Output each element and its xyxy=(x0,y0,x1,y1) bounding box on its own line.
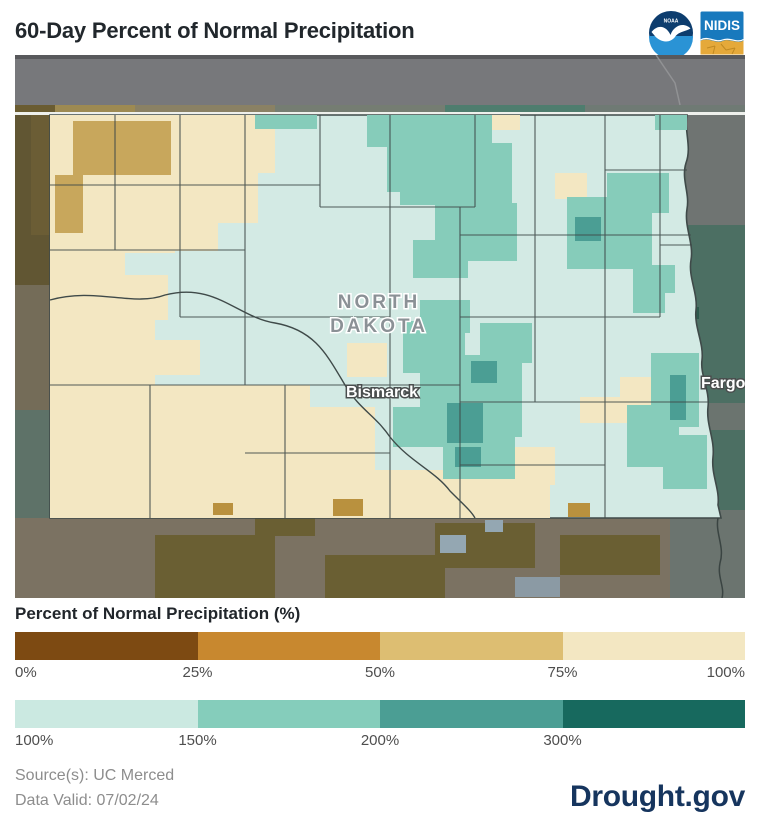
legend: Percent of Normal Precipitation (%) 0% 2… xyxy=(15,604,745,752)
city-label-fargo: Fargo xyxy=(701,375,745,392)
noaa-logo-icon: NOAA xyxy=(648,10,694,61)
teal-scale-bar xyxy=(15,700,745,728)
page-title: 60-Day Percent of Normal Precipitation xyxy=(15,18,415,43)
teal-scale-segment-3 xyxy=(380,700,563,728)
montana-dim-area xyxy=(15,115,50,518)
teal-scale-segment-1 xyxy=(15,700,198,728)
missouri-river xyxy=(49,291,476,519)
tick-75pct: 75% xyxy=(547,664,578,681)
svg-text:NOAA: NOAA xyxy=(664,19,679,25)
brown-scale-segment-3 xyxy=(380,632,563,660)
state-label-line2: DAKOTA xyxy=(330,316,428,337)
source-text: Source(s): UC Merced xyxy=(15,767,175,784)
tick-100pct-teal: 100% xyxy=(15,732,54,749)
red-river xyxy=(716,517,724,599)
tick-200pct: 200% xyxy=(360,732,400,749)
footer: Source(s): UC Merced Data Valid: 07/02/2… xyxy=(15,764,745,814)
canada-dim-area xyxy=(15,54,745,112)
brown-scale-segment-4 xyxy=(562,632,745,660)
teal-scale-segment-4 xyxy=(562,700,745,728)
tick-50pct: 50% xyxy=(364,664,396,681)
nidis-logo-icon: NIDIS xyxy=(699,10,745,61)
canada-border-line xyxy=(15,112,745,115)
city-label-bismarck: Bismarck xyxy=(346,384,418,401)
precipitation-map: NORTH DAKOTA Bismarck Fargo xyxy=(15,54,747,599)
svg-text:NIDIS: NIDIS xyxy=(704,18,740,33)
header: 60-Day Percent of Normal Precipitation N… xyxy=(0,0,761,59)
county-lines xyxy=(50,115,708,518)
tick-300pct: 300% xyxy=(543,732,582,749)
data-valid-text: Data Valid: 07/02/24 xyxy=(15,791,159,809)
brown-scale-segment-2 xyxy=(197,632,380,660)
map-container: NORTH DAKOTA Bismarck Fargo xyxy=(15,54,747,599)
legend-title: Percent of Normal Precipitation (%) xyxy=(15,604,301,623)
teal-scale-ticks: 100% 150% 200% 300% xyxy=(15,730,745,752)
brown-scale-segment-1 xyxy=(15,632,198,660)
teal-scale-segment-2 xyxy=(197,700,380,728)
logo-group: NOAA NIDIS xyxy=(648,10,745,61)
state-label-line1: NORTH xyxy=(338,292,421,313)
source-block: Source(s): UC Merced Data Valid: 07/02/2… xyxy=(15,764,174,814)
drought-gov-brand: Drought.gov xyxy=(569,779,745,813)
road-line xyxy=(655,54,681,106)
dark-teal-patches xyxy=(447,217,686,467)
brown-scale-ticks: 0% 25% 50% 75% 100% xyxy=(15,662,745,684)
tick-150pct: 150% xyxy=(178,732,217,749)
tick-100pct: 100% xyxy=(706,664,745,681)
tick-0pct: 0% xyxy=(15,664,37,681)
brown-scale-bar xyxy=(15,632,745,660)
south-dakota-dim-area xyxy=(15,518,745,598)
tick-25pct: 25% xyxy=(182,664,213,681)
